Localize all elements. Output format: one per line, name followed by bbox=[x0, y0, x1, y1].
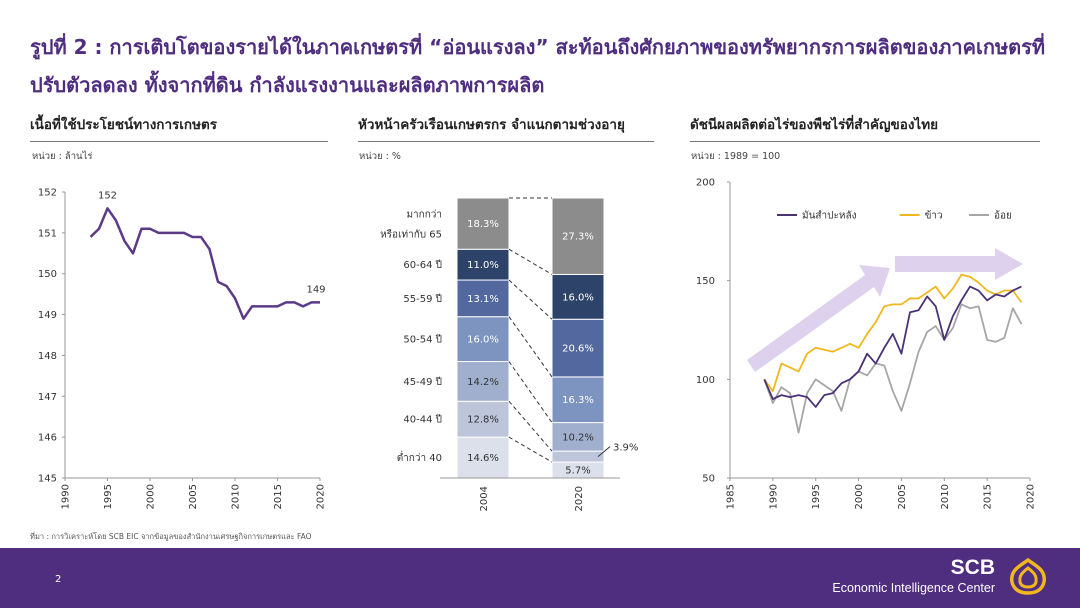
y-tick-label: 100 bbox=[696, 375, 715, 386]
x-tick-label: 2020 bbox=[1026, 484, 1037, 509]
x-tick-label: 2015 bbox=[273, 484, 284, 509]
age-group-label: หรือเท่ากับ 65 bbox=[380, 229, 442, 241]
bar-value-label: 16.0% bbox=[562, 292, 594, 303]
age-unit: หน่วย : % bbox=[359, 151, 401, 162]
x-tick-label: 1990 bbox=[61, 484, 72, 509]
bar-value-label: 3.9% bbox=[613, 443, 638, 454]
yield-unit: หน่วย : 1989 = 100 bbox=[691, 151, 781, 162]
x-tick-label: 2020 bbox=[316, 484, 327, 509]
x-tick-label: 2015 bbox=[983, 484, 994, 509]
bar-value-label: 5.7% bbox=[565, 466, 590, 477]
bar-segment bbox=[456, 316, 510, 363]
y-tick-label: 149 bbox=[38, 310, 57, 321]
y-tick-label: 50 bbox=[702, 474, 715, 485]
source-note: ที่มา : การวิเคราะห์โดย SCB EIC จากข้อมู… bbox=[30, 532, 312, 541]
x-tick-label: 1995 bbox=[811, 484, 822, 509]
bar-segment bbox=[456, 436, 510, 479]
x-tick-label: 1990 bbox=[768, 484, 779, 509]
bar-value-label: 18.3% bbox=[467, 219, 499, 230]
y-tick-label: 146 bbox=[38, 433, 57, 444]
y-tick-label: 151 bbox=[38, 228, 57, 239]
age-group-label: 45-49 ปี bbox=[403, 376, 442, 388]
figure-title: รูปที่ 2 : การเติบโตของรายได้ในภาคเกษตรท… bbox=[30, 35, 1046, 97]
footer-bar bbox=[0, 548, 1080, 608]
land-use-unit: หน่วย : ล้านไร่ bbox=[32, 151, 93, 162]
y-tick-label: 147 bbox=[38, 392, 57, 403]
legend-label: ข้าว bbox=[925, 210, 943, 222]
age-stacked-bar-chart: 2004 2020 14.6% 5.7% 12.8% 3.9% 14.2% 10.2% 16.0… bbox=[380, 197, 638, 511]
x-tick-label: 2005 bbox=[188, 484, 199, 509]
x-tick-label: 1995 bbox=[103, 484, 114, 509]
x-category-label: 2020 bbox=[574, 486, 585, 511]
bar-segment bbox=[551, 273, 605, 320]
connector-line bbox=[508, 400, 553, 452]
x-tick-label: 2000 bbox=[854, 484, 865, 509]
brand-subtitle: Economic Intelligence Center bbox=[832, 581, 995, 595]
x-tick-label: 2010 bbox=[940, 484, 951, 509]
legend-label: มันสำปะหลัง bbox=[802, 211, 857, 222]
x-tick-label: 2000 bbox=[146, 484, 157, 509]
y-tick-label: 148 bbox=[38, 351, 57, 362]
age-group-label: 60-64 ปี bbox=[403, 259, 442, 271]
trend-arrow-icon bbox=[747, 265, 890, 372]
series-line bbox=[763, 273, 1023, 393]
y-tick-label: 150 bbox=[38, 269, 57, 280]
y-tick-label: 145 bbox=[38, 474, 57, 485]
age-group-label: 50-54 ปี bbox=[403, 334, 442, 346]
connector-line bbox=[508, 316, 553, 378]
bar-value-label: 12.8% bbox=[467, 415, 499, 426]
bar-value-label: 14.6% bbox=[467, 453, 499, 464]
bar-segment bbox=[551, 450, 605, 463]
bar-value-label: 20.6% bbox=[562, 344, 594, 355]
bar-value-label: 16.0% bbox=[467, 335, 499, 346]
age-chart-title: หัวหน้าครัวเรือนเกษตรกร จำแนกตามช่วงอายุ bbox=[358, 113, 654, 142]
x-tick-label: 2010 bbox=[231, 484, 242, 509]
series-line bbox=[763, 303, 1023, 434]
callout-line bbox=[597, 446, 611, 457]
bar-value-label: 11.0% bbox=[467, 260, 499, 271]
connector-line bbox=[508, 361, 553, 423]
connector-line bbox=[508, 436, 553, 463]
land-use-line-chart: 145 146 147 148 149 150 151 152 1990 1995 2000 2005… bbox=[38, 188, 327, 510]
series-line bbox=[763, 285, 1022, 408]
land-use-chart-title: เนื้อที่ใช้ประโยชน์ทางการเกษตร bbox=[30, 113, 328, 142]
y-tick-label: 200 bbox=[696, 178, 715, 189]
age-group-label: 40-44 ปี bbox=[403, 414, 442, 426]
land-use-series-line bbox=[89, 207, 320, 320]
bar-segment bbox=[456, 361, 510, 402]
data-label: 149 bbox=[306, 284, 325, 295]
connector-line bbox=[508, 279, 553, 320]
scb-logo-icon bbox=[1010, 557, 1046, 595]
y-tick-label: 152 bbox=[38, 188, 57, 199]
yield-index-line-chart: 50 100 150 200 1985 1990 1995 2000 2005 2010 2015 2… bbox=[696, 178, 1037, 510]
bar-value-label: 27.3% bbox=[562, 232, 594, 243]
yield-chart-title: ดัชนีผลผลิตต่อไร่ของพืชไร่ที่สำคัญของไทย bbox=[690, 113, 1040, 142]
bar-segment bbox=[551, 318, 605, 378]
connector-line bbox=[508, 248, 553, 275]
plateau-arrow-icon bbox=[895, 248, 1023, 280]
age-group-label: มากกว่า bbox=[406, 210, 442, 221]
bar-segment bbox=[551, 422, 605, 452]
bar-segment bbox=[456, 248, 510, 281]
y-tick-label: 150 bbox=[696, 276, 715, 287]
brand-block: SCB Economic Intelligence Center bbox=[832, 556, 995, 596]
x-category-label: 2004 bbox=[479, 486, 490, 511]
bar-value-label: 14.2% bbox=[467, 377, 499, 388]
age-group-label: ต่ำกว่า 40 bbox=[397, 450, 442, 464]
bar-value-label: 10.2% bbox=[562, 432, 594, 443]
bar-segment bbox=[456, 197, 510, 250]
bar-value-label: 13.1% bbox=[467, 294, 499, 305]
bar-value-label: 16.3% bbox=[562, 395, 594, 406]
brand-name: SCB bbox=[950, 556, 995, 579]
age-group-label: 55-59 ปี bbox=[403, 293, 442, 305]
x-tick-label: 1985 bbox=[726, 484, 737, 509]
bar-segment bbox=[456, 400, 510, 438]
page-number: 2 bbox=[55, 574, 62, 585]
bar-segment bbox=[551, 197, 605, 275]
x-tick-label: 2005 bbox=[897, 484, 908, 509]
data-label: 152 bbox=[98, 190, 117, 201]
bar-segment bbox=[456, 279, 510, 318]
legend-label: อ้อย bbox=[994, 210, 1012, 222]
bar-segment bbox=[551, 376, 605, 424]
